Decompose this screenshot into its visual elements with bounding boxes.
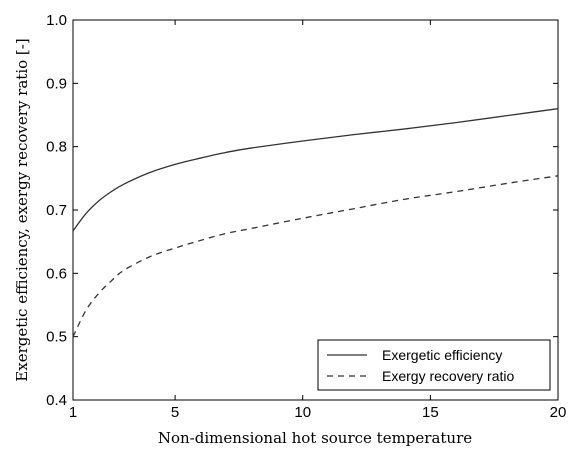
- x-tick-label: 20: [550, 404, 567, 421]
- y-tick-label: 0.4: [46, 392, 67, 409]
- y-tick-label: 0.9: [46, 75, 67, 92]
- x-tick-label: 5: [171, 404, 179, 421]
- plot-area: [72, 19, 559, 401]
- legend: Exergetic efficiency Exergy recovery rat…: [317, 339, 551, 391]
- y-tick-label: 0.6: [46, 265, 67, 282]
- x-tick-label: 1: [69, 404, 77, 421]
- series-layer: [72, 108, 559, 337]
- y-axis-title: Exergetic efficiency, exergy recovery ra…: [13, 38, 31, 381]
- axis-ticks: 1 5 10 15 200.40.50.60.70.80.91.0: [46, 12, 566, 421]
- y-tick-label: 0.5: [46, 329, 67, 346]
- x-tick-label: 15: [422, 404, 439, 421]
- series-line-exergetic-efficiency: [72, 108, 559, 232]
- legend-label-exergy-recovery-ratio: Exergy recovery ratio: [382, 368, 514, 384]
- legend-label-exergetic-efficiency: Exergetic efficiency: [382, 347, 502, 363]
- legend-box: [317, 339, 551, 391]
- x-axis-title: Non-dimensional hot source temperature: [158, 429, 472, 447]
- y-tick-label: 0.8: [46, 139, 67, 156]
- y-tick-label: 0.7: [46, 202, 67, 219]
- series-line-exergy-recovery-ratio: [72, 175, 559, 337]
- y-tick-label: 1.0: [46, 12, 67, 29]
- x-tick-label: 10: [294, 404, 311, 421]
